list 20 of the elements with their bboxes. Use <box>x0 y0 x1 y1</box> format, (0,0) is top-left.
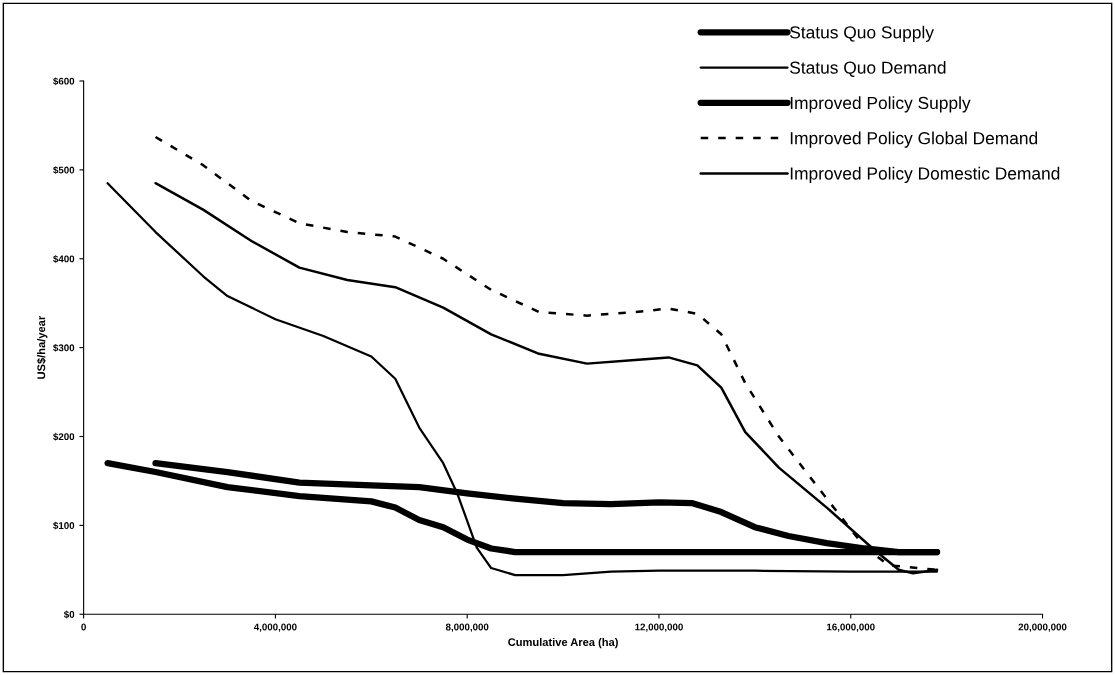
y-axis-title: US$/ha/year <box>36 315 48 379</box>
legend-label: Status Quo Supply <box>790 25 934 42</box>
y-tick-label: $400 <box>53 255 75 263</box>
x-tick-label: 4,000,000 <box>253 623 297 632</box>
x-axis-title: Cumulative Area (ha) <box>508 637 618 649</box>
y-tick-label: $0 <box>63 610 75 619</box>
legend-label: Improved Policy Domestic Demand <box>790 166 1060 184</box>
legend-label: Improved Policy Global Demand <box>790 131 1038 148</box>
y-tick-label: $300 <box>53 343 75 352</box>
y-tick-label: $500 <box>53 166 75 175</box>
y-tick-label: $600 <box>53 77 75 86</box>
x-tick-label: 20,000,000 <box>1018 623 1067 632</box>
y-tick-label: $100 <box>53 521 75 530</box>
legend-label: Improved Policy Supply <box>790 96 971 113</box>
y-tick-label: $200 <box>53 432 75 441</box>
x-tick-label: 8,000,000 <box>445 623 489 632</box>
legend-label: Status Quo Demand <box>790 61 946 77</box>
x-tick-label: 12,000,000 <box>635 623 683 632</box>
x-tick-label: 16,000,000 <box>827 623 875 632</box>
x-tick-label: 0 <box>81 623 86 631</box>
